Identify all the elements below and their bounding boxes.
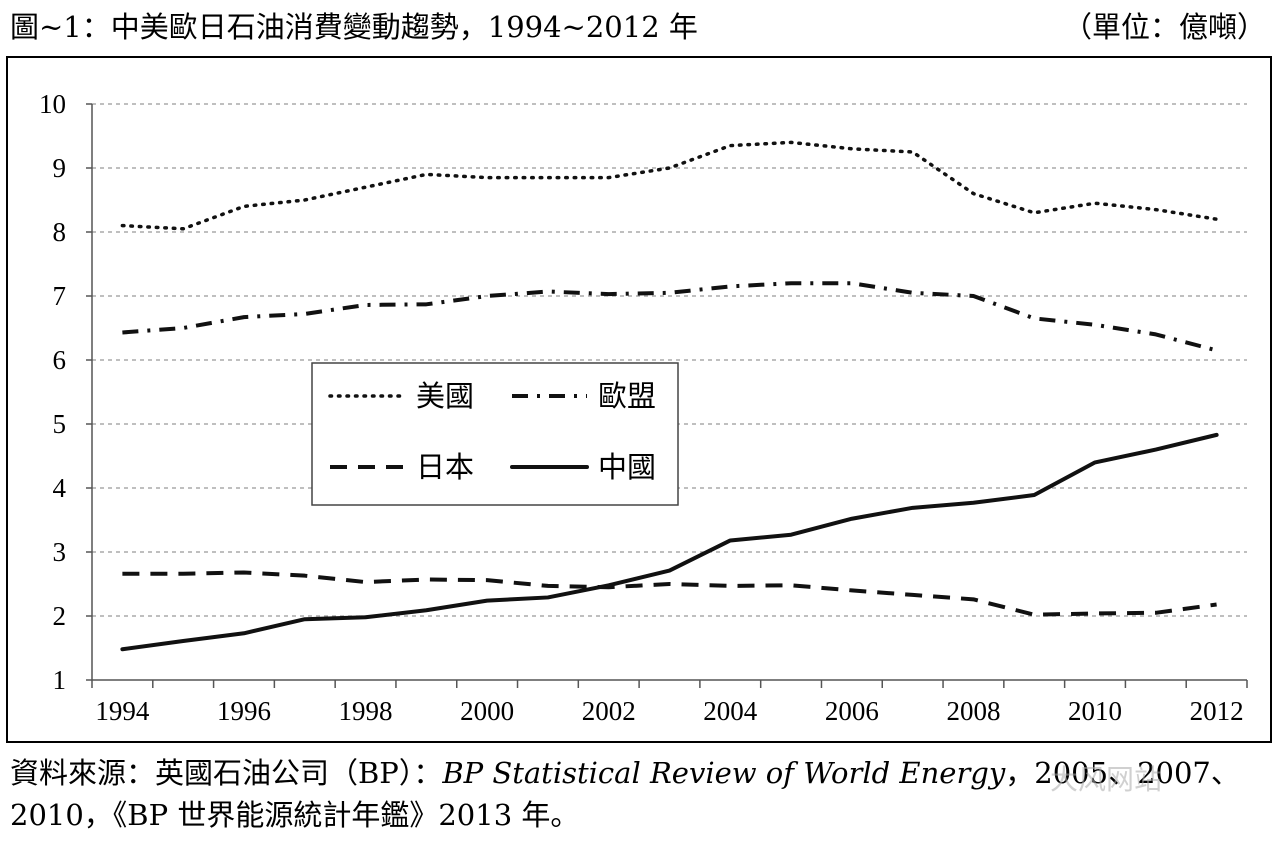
- y-tick-label: 3: [53, 537, 67, 567]
- x-tick-label: 2000: [460, 696, 514, 726]
- x-tick-label: 2012: [1190, 696, 1244, 726]
- source-publication: BP Statistical Review of World Energy: [442, 756, 1006, 790]
- source-suffix: ，2005、2007、2010，《BP 世界能源統計年鑑》2013 年。: [10, 756, 1240, 832]
- x-tick-label: 2006: [825, 696, 879, 726]
- x-tick-label: 1994: [95, 696, 150, 726]
- y-tick-label: 4: [53, 473, 67, 503]
- y-tick-label: 9: [53, 153, 67, 183]
- figure-caption: 圖~1：中美歐日石油消費變動趨勢，1994~2012 年: [10, 10, 698, 44]
- legend-label: 美國: [416, 379, 474, 413]
- legend-label: 歐盟: [598, 379, 656, 413]
- source-prefix: 資料來源：英國石油公司（BP）：: [10, 756, 443, 790]
- legend-label: 日本: [416, 450, 474, 484]
- y-tick-label: 8: [53, 217, 67, 247]
- source-note: 資料來源：英國石油公司（BP）：BP Statistical Review of…: [10, 752, 1272, 836]
- line-chart: 1 2 3 4 5 6 7 8 9 10 1994 1996 1998 2000 2002 2004 2006 2…: [39, 89, 1248, 726]
- chart-frame: 1 2 3 4 5 6 7 8 9 10 1994 1996 1998 2000 2002 2004 2006 2…: [6, 56, 1272, 743]
- x-tick-label: 2010: [1068, 696, 1122, 726]
- x-tick-label: 1996: [217, 696, 271, 726]
- series-line-0: [120, 140, 1219, 231]
- y-tick-label: 6: [53, 345, 67, 375]
- y-tick-label: 10: [39, 89, 66, 119]
- x-tick-label: 2008: [946, 696, 1000, 726]
- series-line-1: [122, 281, 1218, 353]
- legend-label: 中國: [598, 450, 656, 484]
- x-tick-label: 2004: [703, 696, 758, 726]
- series-line-2: [122, 570, 1217, 617]
- y-tick-label: 7: [53, 281, 67, 311]
- chart-legend: [311, 362, 679, 506]
- unit-label: （單位：億噸）: [1062, 10, 1266, 44]
- x-tick-label: 1998: [339, 696, 393, 726]
- y-tick-label: 1: [53, 665, 67, 695]
- x-tick-label: 2002: [582, 696, 636, 726]
- y-tick-label: 5: [53, 409, 67, 439]
- y-tick-label: 2: [53, 601, 67, 631]
- series-line-3: [120, 432, 1219, 652]
- watermark-text: 大风网站: [1050, 763, 1163, 796]
